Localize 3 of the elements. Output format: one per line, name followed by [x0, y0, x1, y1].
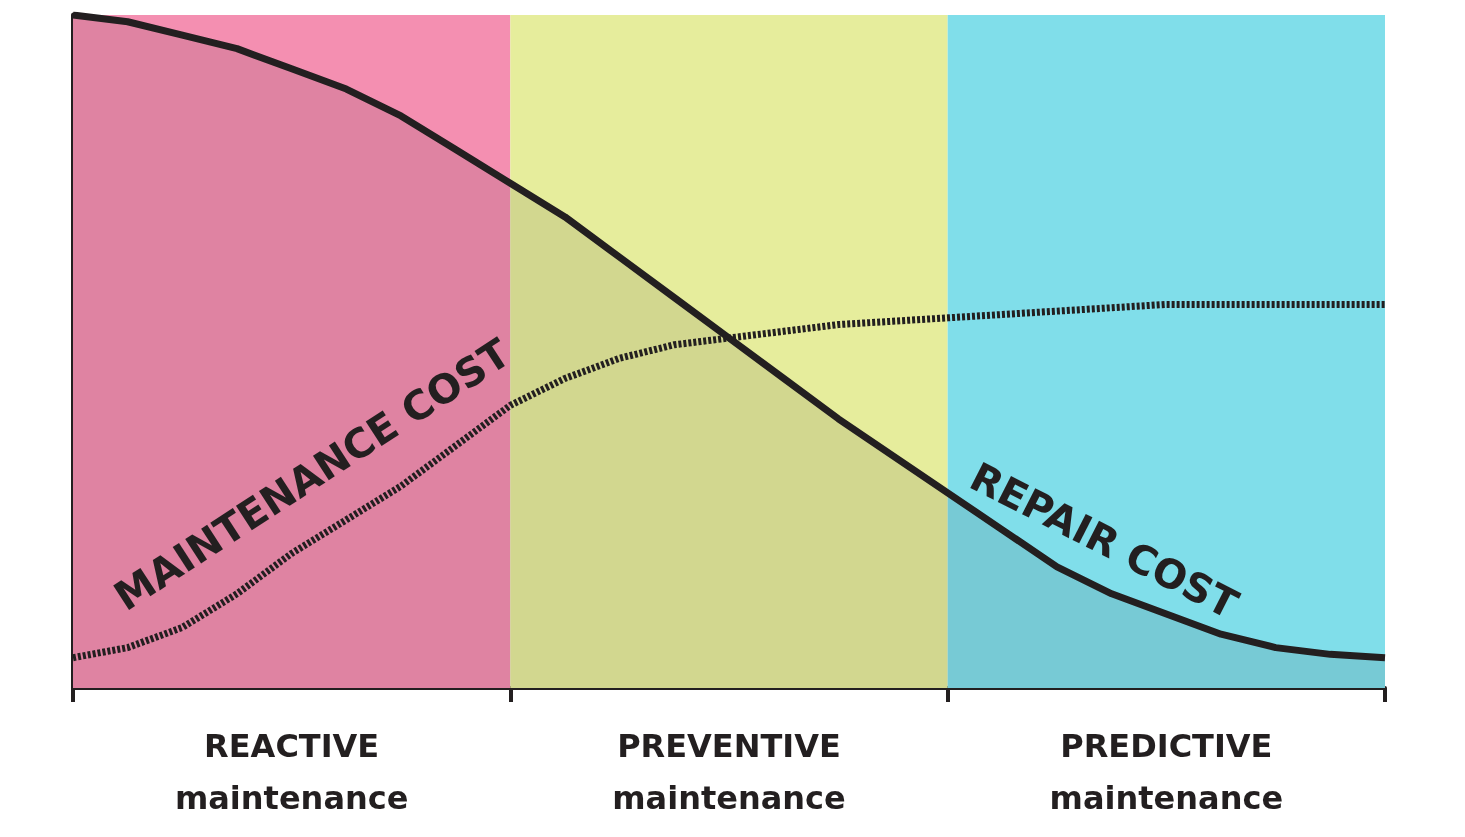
x-tick-label: REACTIVE maintenance [174, 727, 409, 817]
x-tick-label: PREDICTIVE maintenance [1049, 727, 1284, 817]
x-tick-label: PREVENTIVE maintenance [612, 727, 846, 817]
